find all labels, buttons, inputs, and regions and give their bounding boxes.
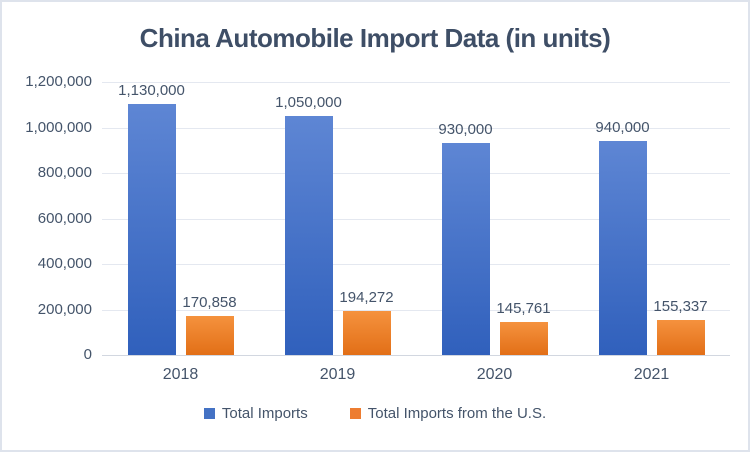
bar-total-imports-from-the-u-s: [342, 310, 391, 355]
bar-total-imports-from-the-u-s: [185, 316, 234, 355]
category-label: 2020: [476, 366, 513, 383]
data-label: 145,761: [496, 299, 551, 317]
category-label: 2021: [633, 366, 670, 383]
legend-label: Total Imports from the U.S.: [367, 405, 547, 422]
category-label: 2019: [319, 366, 356, 383]
y-tick-label: 1,200,000: [25, 73, 92, 90]
chart-title: China Automobile Import Data (in units): [139, 23, 611, 53]
y-tick-label: 200,000: [37, 300, 92, 318]
bar-column: 145,761: [496, 82, 551, 355]
y-tick-label: 0: [83, 346, 92, 363]
gridline: [102, 309, 730, 311]
gridline: [102, 82, 730, 83]
bar-column: 194,272: [339, 82, 394, 355]
legend-item: Total Imports: [203, 405, 308, 422]
data-label: 194,272: [339, 288, 394, 306]
y-tick-label: 800,000: [37, 164, 92, 181]
bar-group-2021: 940,000 155,337 2021: [573, 82, 730, 383]
gridline: [102, 218, 730, 220]
data-label: 940,000: [595, 119, 650, 137]
x-axis-line: [102, 355, 730, 356]
bar-total-imports: [598, 141, 647, 355]
category-label: 2018: [162, 366, 199, 383]
bar-group-2020: 930,000 145,761 2020: [416, 82, 573, 383]
data-label: 1,130,000: [118, 82, 185, 99]
bar-total-imports: [441, 143, 490, 355]
gridline: [102, 127, 730, 129]
gridline: [102, 264, 730, 265]
bar-column: 1,130,000: [118, 82, 185, 355]
data-label: 155,337: [653, 297, 708, 315]
legend-swatch-icon: [349, 408, 361, 419]
bar-column: 940,000: [595, 82, 650, 355]
bar-column: 155,337: [653, 82, 708, 355]
legend-swatch-icon: [203, 408, 215, 419]
bar-total-imports: [127, 104, 176, 355]
bar-group-2019: 1,050,000 194,272 2019: [259, 82, 416, 383]
y-tick-label: 1,000,000: [25, 118, 92, 136]
data-label: 930,000: [438, 121, 493, 139]
bar-group-2018: 1,130,000 170,858 2018: [102, 82, 259, 383]
legend: Total Imports Total Imports from the U.S.: [2, 405, 748, 422]
data-label: 170,858: [182, 294, 237, 312]
plot-area: 1,130,000 170,858 2018 1,050,000 194,272 2019…: [102, 82, 730, 383]
bar-total-imports-from-the-u-s: [499, 321, 548, 355]
bar-column: 1,050,000: [275, 82, 342, 355]
y-tick-label: 400,000: [37, 255, 92, 272]
data-label: 1,050,000: [275, 94, 342, 112]
bar-column: 930,000: [438, 82, 493, 355]
y-tick-label: 600,000: [37, 209, 92, 227]
gridline: [102, 173, 730, 174]
bar-total-imports: [284, 116, 333, 355]
legend-item: Total Imports from the U.S.: [349, 405, 547, 422]
legend-label: Total Imports: [221, 405, 308, 422]
bar-column: 170,858: [182, 82, 237, 355]
bar-total-imports-from-the-u-s: [656, 319, 705, 355]
